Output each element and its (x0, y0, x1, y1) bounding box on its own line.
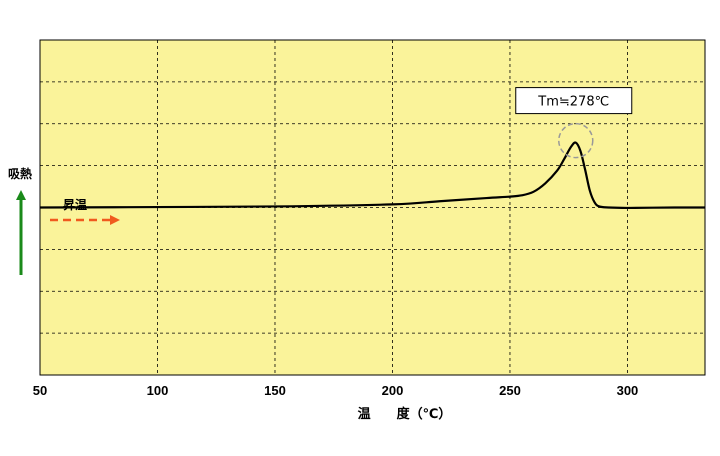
y-axis-label: 吸熱 (8, 166, 32, 181)
x-tick-label: 300 (617, 383, 639, 398)
heating-arrow-head (110, 215, 120, 225)
annotation-text: Tm≒278℃ (537, 95, 609, 110)
x-tick-label: 100 (147, 383, 169, 398)
x-tick-labels: 50 100 150 200 250 300 (33, 383, 639, 398)
x-tick-label: 150 (264, 383, 286, 398)
y-axis-arrow-head (16, 190, 26, 200)
x-tick-label: 250 (499, 383, 521, 398)
peak-annotation: Tm≒278℃ (515, 87, 633, 115)
series-line (39, 141, 706, 210)
heating-label: 昇温 (63, 198, 87, 212)
x-tick-label: 200 (382, 383, 404, 398)
x-tick-label: 50 (33, 383, 47, 398)
x-axis-label: 温 度（℃） (358, 406, 452, 422)
peak-marker-circle (558, 122, 594, 159)
annotation-box (515, 87, 633, 115)
